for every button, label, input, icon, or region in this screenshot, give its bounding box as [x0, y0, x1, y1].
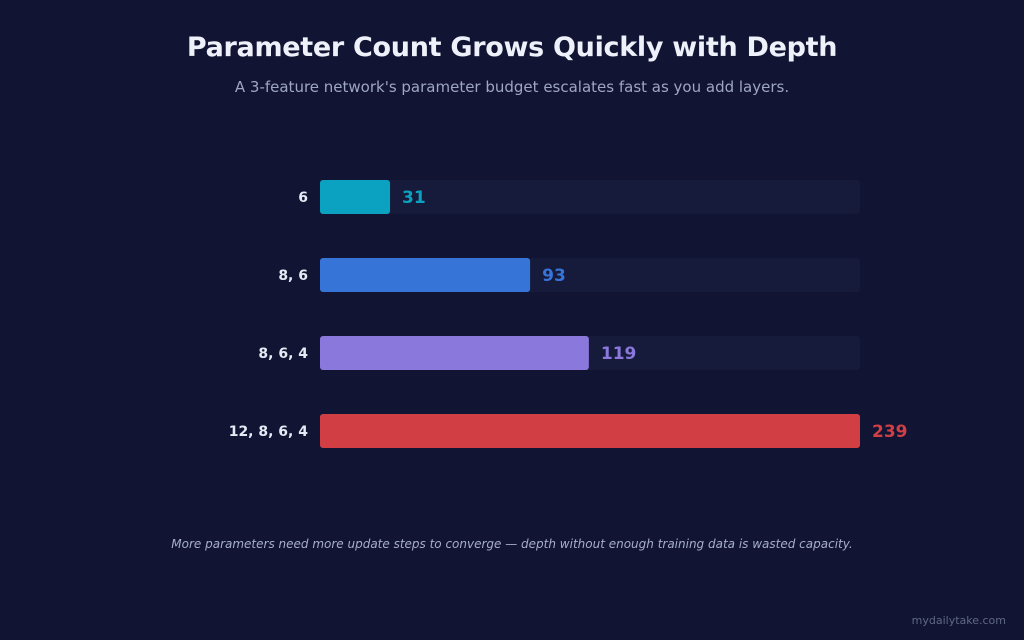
category-label: 8, 6 [278, 268, 308, 284]
category-label: 12, 8, 6, 4 [229, 424, 309, 440]
value-label: 119 [601, 344, 637, 364]
bar [320, 180, 391, 214]
bar [320, 258, 531, 292]
category-label: 6 [298, 190, 308, 206]
value-label: 31 [402, 188, 426, 208]
watermark: mydailytake.com [911, 614, 1006, 627]
chart-subtitle: A 3-feature network's parameter budget e… [234, 78, 790, 96]
value-label: 93 [542, 266, 566, 286]
chart-title: Parameter Count Grows Quickly with Depth [186, 32, 838, 63]
bar [320, 414, 860, 448]
category-label: 8, 6, 4 [258, 346, 308, 362]
bar [320, 336, 589, 370]
bar-track [320, 180, 860, 214]
value-label: 239 [872, 422, 908, 442]
footnote: More parameters need more update steps t… [171, 537, 853, 551]
